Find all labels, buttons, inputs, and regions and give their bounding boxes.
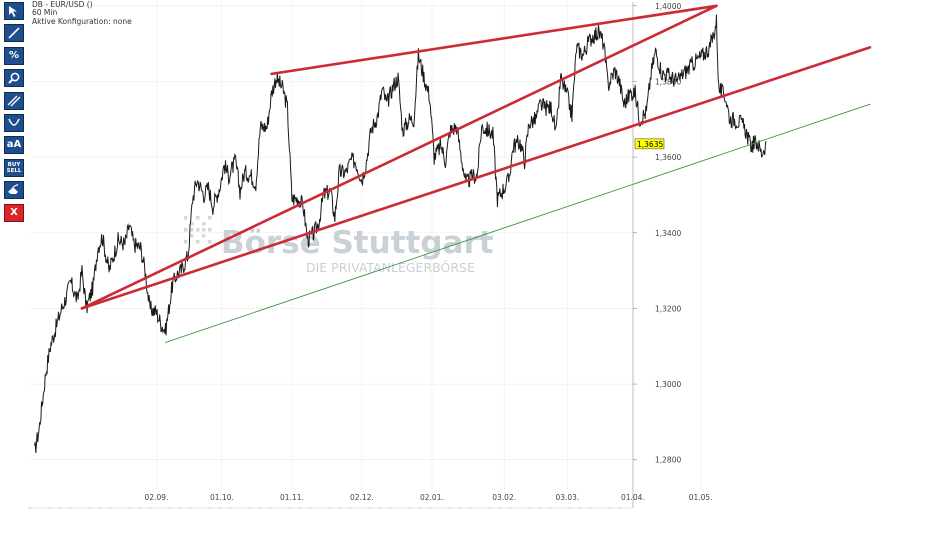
text-icon: aA [6,139,22,151]
sell-label: SELL [6,167,22,174]
x-tick-label: 01.10. [210,493,234,502]
x-tick-label: 02.09. [145,493,169,502]
x-tick-label: 01.11. [280,493,304,502]
percent-tool-button[interactable]: % [4,46,24,65]
arc-icon [8,118,20,126]
parallel-lines-icon [7,95,21,107]
watermark-dot [184,240,188,244]
text-tool-button[interactable]: aA [4,136,24,155]
x-tick-label: 03.03. [555,493,579,502]
watermark-brand: Börse Stuttgart [221,225,494,261]
arc-tool-button[interactable] [4,113,24,132]
x-tick-label: 02.01. [420,493,444,502]
close-icon: X [10,206,18,218]
buy-sell-icon: BUY SELL [7,162,22,174]
watermark-dot [190,222,194,226]
zoom-tool-button[interactable] [4,69,24,88]
watermark: Börse Stuttgart DIE PRIVATANLEGERBÖRSE [184,216,494,275]
eraser-tool-button[interactable] [4,181,24,200]
trendline [80,46,872,310]
trendline [270,4,718,76]
y-tick-label: 1,2800 [655,456,681,465]
eraser-icon [8,184,19,195]
watermark-dot [202,222,206,226]
trendline [80,4,718,310]
cursor-tool-button[interactable] [4,2,24,20]
watermark-dot [184,216,188,220]
trendline [165,103,871,343]
y-tick-label: 1,3800 [655,77,681,86]
last-price-label: 1,3635 [637,140,663,149]
channel-tool-button[interactable] [4,91,24,110]
watermark-tagline: DIE PRIVATANLEGERBÖRSE [306,259,475,275]
chart-header: DB - EUR/USD () 60 Min Aktive Konfigurat… [32,0,132,26]
x-axis: 02.09. 01.10. 01.11. 02.12. 02.01. 03.02. 03.0… [28,493,713,509]
trendlines[interactable] [80,4,872,343]
price-series-line [34,14,767,454]
watermark-dot [196,240,200,244]
y-tick-label: 1,3400 [655,229,681,238]
x-tick-label: 01.05. [689,493,713,502]
percent-icon: % [8,49,20,61]
watermark-dot [208,240,212,244]
magnifier-icon [8,72,20,84]
watermark-logo-dots [184,216,212,244]
last-price-box [634,138,665,150]
x-tick-label: 02.12. [350,493,374,502]
config-label: Aktive Konfiguration: none [32,16,132,26]
buy-sell-tool-button[interactable]: BUY SELL [4,158,24,177]
instrument-name: DB - EUR/USD () [32,0,93,9]
y-axis: 1,2800 1,3000 1,3200 1,3400 1,3600 1,3800 1,40… [632,2,681,508]
watermark-dot [208,216,212,220]
watermark-dot [196,228,200,232]
drawing-toolbar: % aA BUY SELL X [4,2,26,226]
line-tool-button[interactable] [4,24,24,43]
buy-label: BUY [7,161,21,168]
watermark-dot [208,228,212,232]
cursor-arrow-icon [9,6,17,17]
last-price-marker: 1,3635 [634,138,665,150]
interval-label: 60 Min [32,8,58,18]
y-tick-label: 1,4000 [655,2,681,11]
y-tick-label: 1,3600 [655,153,681,162]
watermark-dot [202,228,206,232]
watermark-dot [196,216,200,220]
watermark-dot [202,234,206,238]
watermark-dot [190,234,194,238]
watermark-dot [184,228,188,232]
close-tool-button[interactable]: X [4,203,24,222]
line-icon [8,27,20,39]
x-tick-label: 03.02. [492,493,516,502]
y-tick-label: 1,3000 [655,380,681,389]
watermark-dot [190,228,194,232]
y-tick-label: 1,3200 [655,304,681,313]
